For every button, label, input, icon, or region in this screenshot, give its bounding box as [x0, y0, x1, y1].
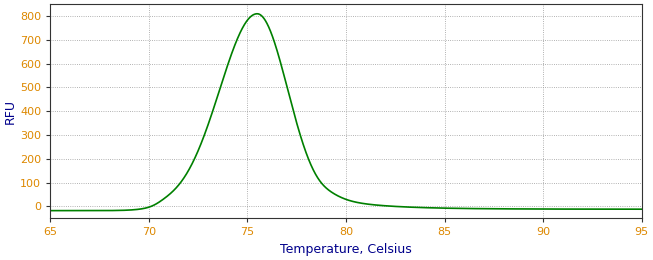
Y-axis label: RFU: RFU [4, 99, 17, 124]
X-axis label: Temperature, Celsius: Temperature, Celsius [280, 243, 412, 256]
